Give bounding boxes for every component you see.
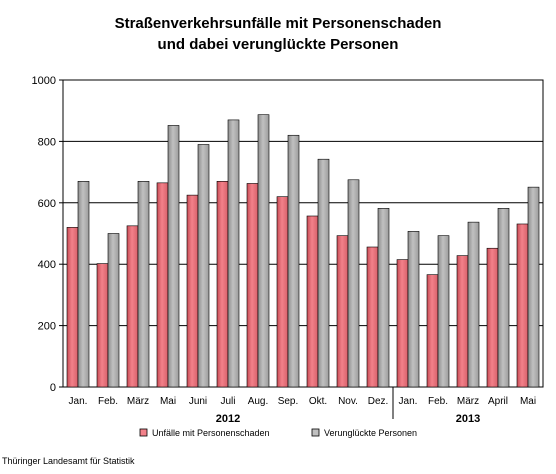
- y-tick-label: 1000: [32, 75, 56, 87]
- bar-verunglueckte: [317, 158, 330, 388]
- x-tick-label: Okt.: [309, 396, 327, 407]
- x-tick-label: Nov.: [338, 396, 358, 407]
- legend-swatch: [311, 428, 320, 437]
- y-tick-label: 0: [50, 382, 56, 394]
- year-label: 2012: [216, 413, 240, 425]
- bar-unfaelle: [336, 235, 349, 388]
- bar-verunglueckte: [227, 119, 240, 388]
- x-tick-label: Mai: [160, 396, 176, 407]
- x-tick-label: Sep.: [278, 396, 299, 407]
- bar-verunglueckte: [497, 208, 510, 388]
- x-tick-label: März: [457, 396, 479, 407]
- bar-unfaelle: [456, 255, 469, 388]
- x-tick-label: Juli: [220, 396, 235, 407]
- bar-unfaelle: [66, 227, 79, 388]
- source-note: Thüringer Landesamt für Statistik: [2, 456, 135, 466]
- chart-title-line-1: Straßenverkehrsunfälle mit Personenschad…: [114, 15, 442, 32]
- x-tick-label: Juni: [189, 396, 207, 407]
- bar-verunglueckte: [107, 233, 120, 388]
- x-tick-label: Feb.: [98, 396, 118, 407]
- bar-verunglueckte: [347, 179, 360, 388]
- bar-verunglueckte: [467, 221, 480, 388]
- bar-verunglueckte: [437, 235, 450, 388]
- bar-unfaelle: [306, 215, 319, 388]
- bar-verunglueckte: [287, 134, 300, 388]
- bar-unfaelle: [366, 246, 379, 388]
- bar-verunglueckte: [527, 186, 540, 388]
- bar-verunglueckte: [167, 125, 180, 388]
- bar-verunglueckte: [257, 114, 270, 388]
- year-label: 2013: [456, 413, 480, 425]
- bar-unfaelle: [246, 183, 259, 388]
- bar-verunglueckte: [77, 181, 90, 388]
- bar-unfaelle: [516, 223, 529, 388]
- bar-verunglueckte: [137, 181, 150, 388]
- x-tick-label: Jan.: [69, 396, 88, 407]
- bar-verunglueckte: [197, 144, 210, 388]
- bar-unfaelle: [396, 259, 409, 388]
- y-tick-label: 400: [38, 259, 56, 271]
- legend-swatch: [139, 428, 148, 437]
- x-tick-label: April: [488, 396, 508, 407]
- bar-verunglueckte: [407, 231, 420, 388]
- x-tick-label: Mai: [520, 396, 536, 407]
- bar-unfaelle: [96, 263, 109, 388]
- x-tick-label: Feb.: [428, 396, 448, 407]
- x-tick-label: Aug.: [248, 396, 269, 407]
- y-tick-label: 200: [38, 321, 56, 333]
- bar-unfaelle: [156, 182, 169, 388]
- x-tick-label: März: [127, 396, 149, 407]
- y-tick-label: 800: [38, 136, 56, 148]
- bar-unfaelle: [426, 274, 439, 388]
- bar-unfaelle: [276, 196, 289, 388]
- bar-unfaelle: [186, 194, 199, 388]
- y-tick-label: 600: [38, 198, 56, 210]
- bar-unfaelle: [486, 247, 499, 388]
- legend-label: Verunglückte Personen: [324, 428, 417, 438]
- chart-title-line-2: und dabei verunglückte Personen: [157, 36, 399, 53]
- bar-verunglueckte: [377, 208, 390, 388]
- bar-unfaelle: [216, 181, 229, 388]
- legend-label: Unfälle mit Personenschaden: [152, 428, 270, 438]
- bar-unfaelle: [126, 225, 139, 388]
- x-tick-label: Jan.: [399, 396, 418, 407]
- x-tick-label: Dez.: [368, 396, 389, 407]
